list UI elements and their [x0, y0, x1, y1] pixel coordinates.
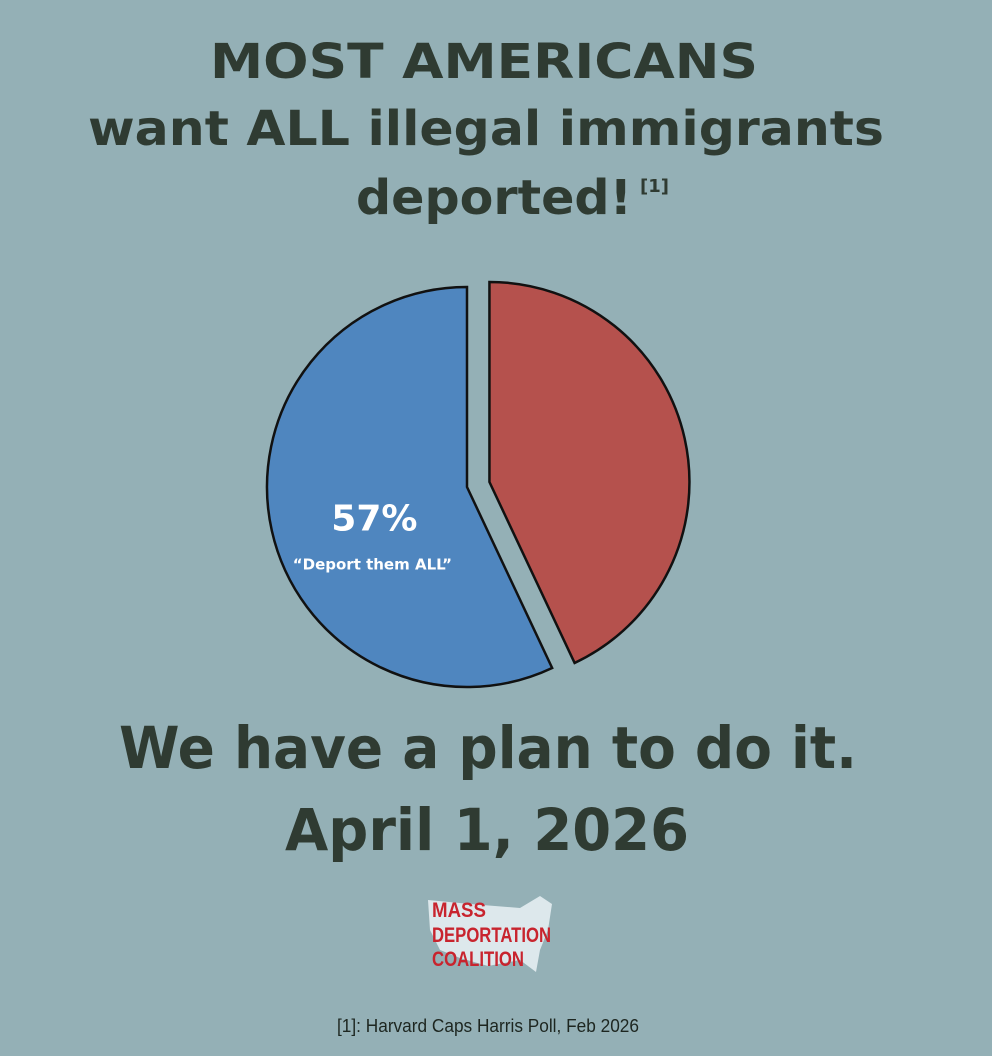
- value-label: 57%: [331, 498, 417, 539]
- title-line: deported!: [356, 170, 632, 226]
- slice-label: “Deport them ALL”: [293, 555, 452, 573]
- logo-text: DEPORTATION: [432, 924, 551, 947]
- tagline: We have a plan to do it.: [119, 714, 857, 782]
- logo-text: MASS: [432, 899, 486, 922]
- title-line: want ALL illegal immigrants: [88, 101, 884, 157]
- date: April 1, 2026: [285, 796, 689, 864]
- pie: 57% “Deport them ALL”: [265, 280, 691, 689]
- title-line: MOST AMERICANS: [210, 34, 758, 90]
- logo-map: [428, 896, 552, 972]
- footnote: [1]: Harvard Caps Harris Poll, Feb 2026: [337, 1016, 639, 1036]
- pie-slice: [488, 280, 691, 665]
- footnote-marker: [1]: [640, 176, 669, 197]
- logo-text: COALITION: [432, 948, 524, 971]
- pie-slice: [265, 285, 554, 689]
